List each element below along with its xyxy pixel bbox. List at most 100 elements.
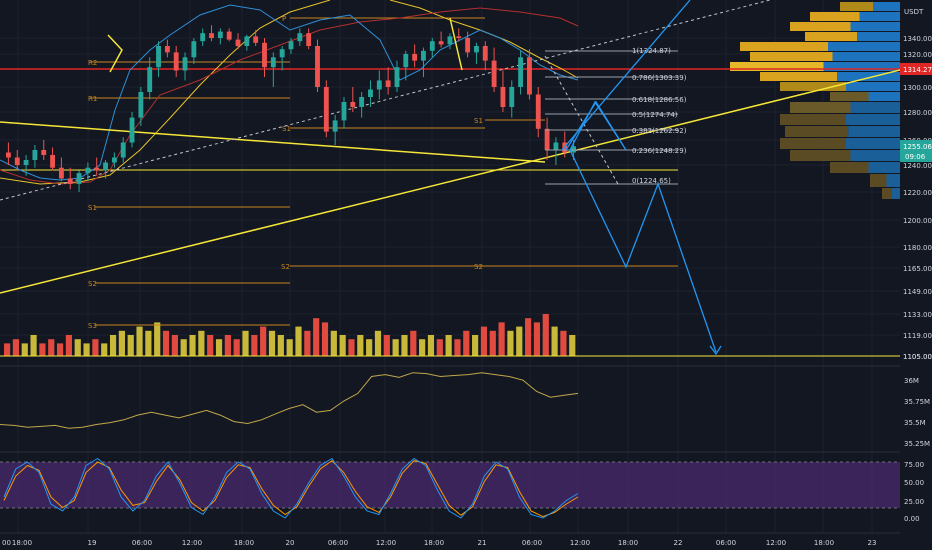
stoch-tick-label: 75.00 (904, 461, 924, 469)
obv-axis: 36M 35.75M 35.5M 35.25M (904, 377, 930, 448)
candle-body (147, 67, 153, 92)
volume-bar (392, 339, 399, 356)
candle-body (103, 162, 108, 171)
time-tick-label: 06:00 (328, 539, 348, 547)
projection-arrow-head (709, 345, 722, 356)
volume-bar (92, 339, 99, 356)
fib-label-0236: 0.236(1248.29) (632, 147, 687, 155)
volume-bar (171, 335, 178, 356)
candle-body (403, 54, 409, 68)
time-tick-label: 18:00 (12, 539, 32, 547)
candle-body (535, 94, 541, 129)
candle-body (164, 46, 170, 53)
candle-body (447, 36, 453, 45)
volume-profile-bar-buy (837, 72, 900, 81)
candle-body (14, 157, 20, 165)
candle-body (527, 57, 532, 95)
candle-body (138, 92, 144, 118)
volume-profile-bar-buy (832, 52, 900, 61)
currency-label: USDT (904, 8, 924, 16)
candle-body (518, 57, 524, 87)
candle-body (191, 41, 197, 58)
volume-profile-bar-buy (850, 102, 900, 113)
volume-bar (507, 330, 514, 356)
volume-bar (136, 326, 143, 356)
volume-profile-bar-sell (830, 92, 869, 101)
candle-body (500, 87, 506, 107)
candle-body (385, 80, 391, 87)
pivot-label-p: P (282, 15, 286, 23)
time-tick-label: 12:00 (570, 539, 590, 547)
fib-label-0: 0(1224.65) (632, 177, 671, 185)
price-tick-label: 1133.00 (903, 311, 932, 319)
volume-bar (551, 326, 558, 356)
volume-bar (242, 330, 249, 356)
price-tick-label: 1220.00 (903, 189, 932, 197)
volume-bar (419, 339, 426, 356)
volume-bar (516, 326, 523, 356)
candle-body (429, 41, 435, 51)
volume-bar (480, 326, 488, 356)
volume-bar (542, 314, 549, 356)
fib-trend-dashed (544, 55, 619, 185)
candle-body (474, 46, 479, 53)
volume-bar (560, 330, 567, 356)
volume-bar (109, 335, 117, 356)
fib-label-0382: 0.382(1262.92) (632, 127, 687, 135)
candle-body (553, 142, 559, 150)
time-tick-label: 18:00 (234, 539, 254, 547)
volume-profile-bar-sell (790, 102, 851, 113)
volume-bar (321, 322, 329, 356)
current-price-text: 1255.06 (903, 143, 932, 151)
price-tick-label: 1200.00 (903, 217, 932, 225)
volume-bar (304, 330, 311, 356)
candle-body (200, 33, 206, 42)
volume-bar (525, 318, 532, 356)
volume-bar (436, 339, 443, 356)
volume-bar (118, 330, 125, 356)
volume-profile-bar-buy (873, 2, 900, 11)
volume-bar (569, 335, 576, 356)
candle-body (571, 146, 577, 153)
volume-profile-bar-sell (750, 52, 833, 61)
volume-bar (198, 330, 205, 356)
volume-bar (154, 322, 161, 356)
current-price-badge: 1255.06 09:06 (900, 140, 932, 162)
pivot-lines: R2 R1 P S1 S1 S1 S2 S2 S2 S3 (88, 15, 678, 330)
volume-profile-bar-buy (857, 32, 900, 41)
volume-bar (489, 330, 496, 356)
pivot-label-s3: S3 (88, 322, 97, 330)
fib-label-05: 0.5(1274.74) (632, 111, 678, 119)
candle-body (482, 46, 488, 61)
price-tick-label: 1300.00 (903, 84, 932, 92)
time-tick-label: 18:00 (424, 539, 444, 547)
price-tick-label: 1149.00 (903, 288, 932, 296)
wave-annotation-left (107, 34, 123, 73)
candle-body (85, 167, 91, 174)
candle-body (156, 46, 161, 68)
volume-bar (313, 318, 320, 356)
candle-body (41, 150, 47, 155)
volume-bar (30, 335, 37, 356)
volume-profile-bar-buy (846, 82, 900, 91)
time-axis-bg (0, 533, 932, 550)
volume-bar (348, 339, 355, 356)
fib-label-1: 1(1324.87) (632, 47, 671, 55)
time-tick-label: 19 (88, 539, 97, 547)
candle-body (279, 49, 285, 58)
wave-annotation-right (449, 17, 463, 71)
volume-bar (366, 339, 373, 356)
time-tick-label: 18:00 (814, 539, 834, 547)
volume-profile-bar-buy (886, 174, 900, 187)
price-badge-red: 1314.27 (900, 63, 932, 75)
volume-bar (215, 339, 223, 356)
candle-body (58, 167, 64, 179)
candle-body (412, 54, 418, 61)
volume-bar (410, 330, 417, 356)
volume-bar (463, 330, 470, 356)
pivot-label-r2: R2 (88, 59, 97, 67)
time-axis[interactable]: 00 18:00 19 06:00 12:00 18:00 20 06:00 12:00 18:0… (2, 539, 876, 547)
volume-bar (251, 335, 258, 356)
volume-bar (454, 339, 461, 356)
